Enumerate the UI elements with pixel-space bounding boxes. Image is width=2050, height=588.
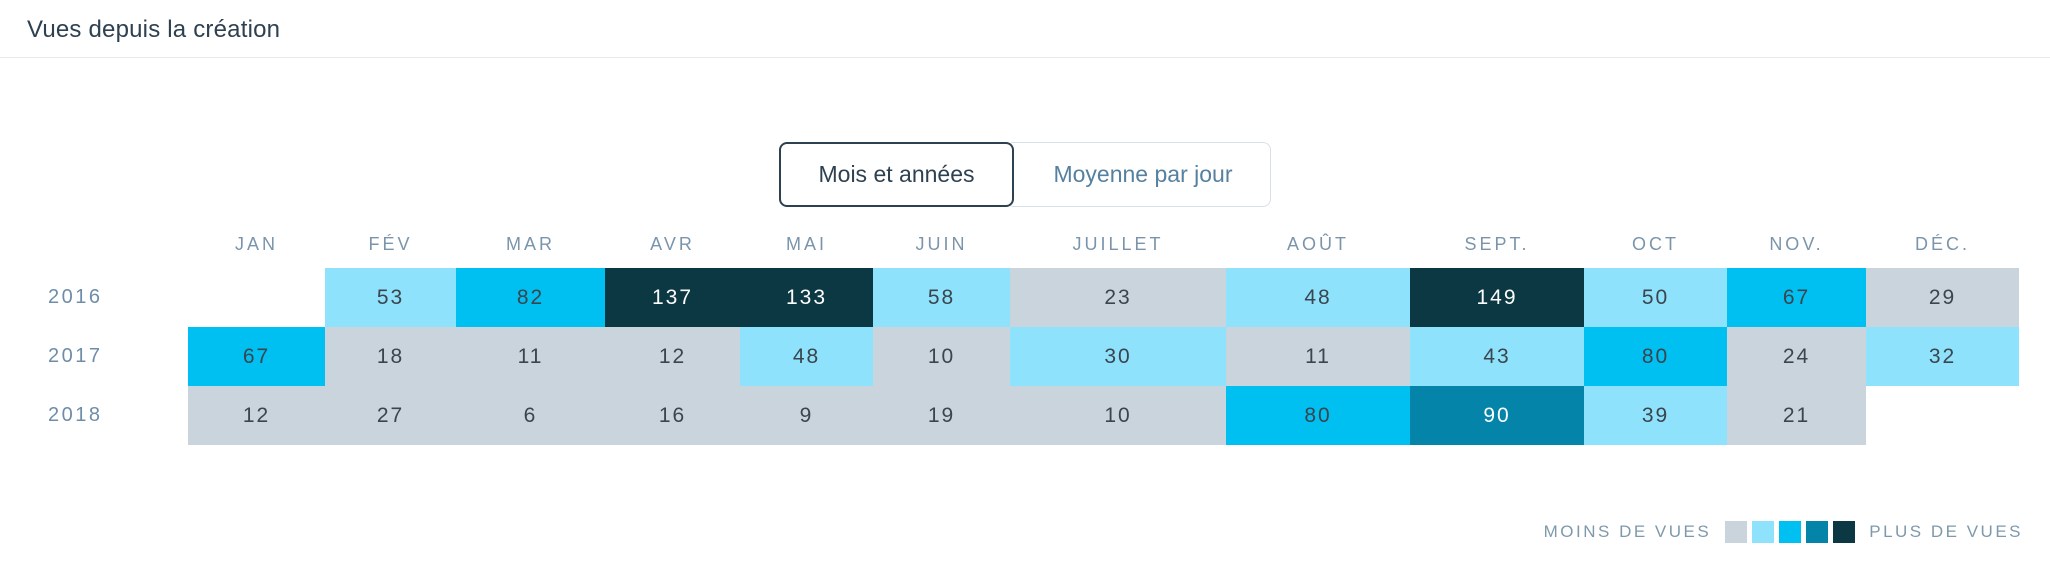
heatmap-cell: 23 <box>1010 268 1226 327</box>
heatmap-cell: 30 <box>1010 327 1226 386</box>
month-header: DÉC. <box>1914 234 1970 254</box>
month-header: JUIN <box>915 234 968 254</box>
legend-swatch <box>1779 521 1802 543</box>
heatmap-cell: 80 <box>1226 386 1410 445</box>
views-heatmap: JAN FÉV MAR AVR MAI JUIN JUILLET AOÛT SEPT. OCT NO… <box>0 207 2050 445</box>
legend-less-label: MOINS DE VUES <box>1543 522 1712 541</box>
panel-header: Vues depuis la création <box>0 0 2050 57</box>
heatmap-cell: 67 <box>188 327 325 386</box>
legend-swatch <box>1725 521 1748 543</box>
year-label: 2018 <box>48 404 103 426</box>
heatmap-cell: 16 <box>605 386 740 445</box>
toggle-average-per-day-button[interactable]: Moyenne par jour <box>1006 142 1272 207</box>
view-mode-toggle: Mois et années Moyenne par jour <box>0 142 2050 207</box>
heatmap-cell: 11 <box>456 327 605 386</box>
heatmap-cell: 82 <box>456 268 605 327</box>
heatmap-cell: 50 <box>1584 268 1727 327</box>
month-header: OCT <box>1632 234 1679 254</box>
heatmap-cell: 80 <box>1584 327 1727 386</box>
month-header: AOÛT <box>1286 234 1349 254</box>
heatmap-cell: 27 <box>325 386 456 445</box>
month-header: FÉV <box>368 234 413 254</box>
month-header: NOV. <box>1769 234 1824 254</box>
heatmap-cell: 53 <box>325 268 456 327</box>
legend-more-label: PLUS DE VUES <box>1869 522 2023 541</box>
toggle-months-years-button[interactable]: Mois et années <box>778 142 1015 207</box>
month-header: SEPT. <box>1464 234 1530 254</box>
heatmap-cell: 11 <box>1226 327 1410 386</box>
heatmap-cell: 9 <box>740 386 873 445</box>
month-header: AVR <box>650 234 695 254</box>
legend-swatch <box>1752 521 1775 543</box>
heatmap-cell: 6 <box>456 386 605 445</box>
month-header: MAR <box>506 234 555 254</box>
heatmap-cell: 29 <box>1866 268 2019 327</box>
year-label: 2017 <box>48 345 103 367</box>
heatmap-cell: 48 <box>1226 268 1410 327</box>
heatmap-cell <box>188 268 325 327</box>
heatmap-cell: 12 <box>188 386 325 445</box>
heatmap-cell: 12 <box>605 327 740 386</box>
month-header: JAN <box>234 234 278 254</box>
heatmap-cell: 19 <box>873 386 1010 445</box>
heatmap-cell: 133 <box>740 268 873 327</box>
heatmap-legend: MOINS DE VUES PLUS DE VUES <box>1544 521 2023 543</box>
heatmap-cell: 67 <box>1727 268 1866 327</box>
heatmap-cell: 24 <box>1727 327 1866 386</box>
heatmap-cell: 32 <box>1866 327 2019 386</box>
heatmap-cell: 10 <box>1010 386 1226 445</box>
heatmap-cell: 58 <box>873 268 1010 327</box>
page-title: Vues depuis la création <box>27 16 281 43</box>
month-header: MAI <box>785 234 827 254</box>
heatmap-cell: 48 <box>740 327 873 386</box>
month-header: JUILLET <box>1072 234 1164 254</box>
heatmap-cell: 90 <box>1410 386 1584 445</box>
legend-swatch <box>1806 521 1829 543</box>
heatmap-cell: 18 <box>325 327 456 386</box>
legend-swatch <box>1833 521 1856 543</box>
heatmap-corner <box>0 207 188 268</box>
year-label: 2016 <box>48 286 103 308</box>
heatmap-cell <box>1866 386 2019 445</box>
heatmap-cell: 10 <box>873 327 1010 386</box>
legend-swatches <box>1725 521 1856 543</box>
heatmap-cell: 21 <box>1727 386 1866 445</box>
header-divider <box>0 57 2050 58</box>
heatmap-cell: 43 <box>1410 327 1584 386</box>
heatmap-cell: 149 <box>1410 268 1584 327</box>
heatmap-cell: 137 <box>605 268 740 327</box>
heatmap-cell: 39 <box>1584 386 1727 445</box>
